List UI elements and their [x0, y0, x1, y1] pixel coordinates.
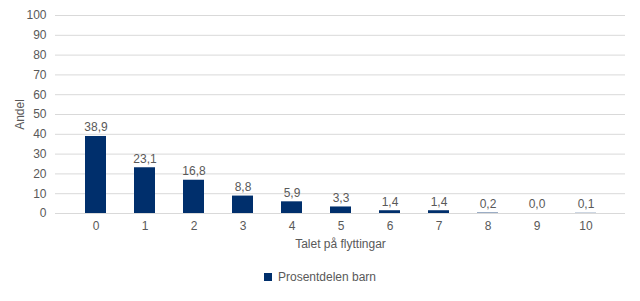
svg-text:100: 100 [26, 8, 46, 22]
svg-text:0,1: 0,1 [578, 197, 595, 211]
svg-text:1: 1 [142, 219, 149, 233]
svg-text:8: 8 [485, 219, 492, 233]
svg-text:8,8: 8,8 [235, 180, 252, 194]
svg-text:20: 20 [33, 167, 47, 181]
svg-text:2: 2 [191, 219, 198, 233]
svg-text:80: 80 [33, 48, 47, 62]
svg-text:1,4: 1,4 [431, 195, 448, 209]
svg-text:50: 50 [33, 107, 47, 121]
svg-text:7: 7 [436, 219, 443, 233]
svg-text:5: 5 [338, 219, 345, 233]
svg-text:0,0: 0,0 [529, 197, 546, 211]
svg-text:1,4: 1,4 [382, 195, 399, 209]
svg-text:0,2: 0,2 [480, 197, 497, 211]
svg-text:4: 4 [289, 219, 296, 233]
svg-text:5,9: 5,9 [284, 186, 301, 200]
svg-text:Andel: Andel [13, 99, 27, 130]
svg-text:6: 6 [387, 219, 394, 233]
svg-text:10: 10 [579, 219, 593, 233]
svg-text:23,1: 23,1 [133, 152, 157, 166]
svg-text:38,9: 38,9 [84, 120, 108, 134]
svg-text:40: 40 [33, 127, 47, 141]
svg-text:70: 70 [33, 68, 47, 82]
svg-text:30: 30 [33, 147, 47, 161]
svg-text:10: 10 [33, 187, 47, 201]
html-text:Prosentdelen barn: Prosentdelen barn [278, 270, 376, 284]
svg-text:0: 0 [93, 219, 100, 233]
svg-text:60: 60 [33, 88, 47, 102]
svg-text:Talet på flyttingar: Talet på flyttingar [295, 237, 386, 251]
svg-text:3: 3 [240, 219, 247, 233]
svg-text:0: 0 [40, 206, 47, 220]
svg-text:16,8: 16,8 [182, 164, 206, 178]
svg-text:9: 9 [534, 219, 541, 233]
svg-text:3,3: 3,3 [333, 191, 350, 205]
svg-text:90: 90 [33, 28, 47, 42]
